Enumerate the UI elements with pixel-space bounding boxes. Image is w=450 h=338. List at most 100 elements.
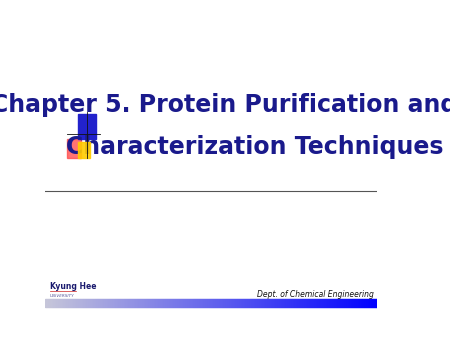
Bar [102,299,103,307]
Bar [68,299,69,307]
Bar [311,299,312,307]
Bar [83,299,84,307]
Bar [143,299,144,307]
Bar [110,299,111,307]
Bar [256,299,257,307]
Bar [124,299,125,307]
Bar [156,299,157,307]
Bar [74,299,75,307]
Bar [259,299,260,307]
Bar [372,299,373,307]
Bar [158,299,159,307]
Bar [108,299,109,307]
Bar [91,299,92,307]
Bar [221,299,222,307]
Bar [118,299,119,307]
Bar [94,299,95,307]
Bar [109,299,110,307]
Bar [267,299,268,307]
Bar [60,299,61,307]
Bar [330,299,331,307]
Bar [148,299,149,307]
Bar [106,299,107,307]
Bar [92,299,93,307]
Bar [105,299,106,307]
Bar [133,299,134,307]
Bar [113,299,114,307]
Bar [305,299,306,307]
Bar [248,299,249,307]
Bar [206,299,207,307]
Bar [362,299,363,307]
Bar [220,299,221,307]
Bar [229,299,230,307]
Bar [137,299,138,307]
Bar [275,299,276,307]
Bar [61,299,62,307]
Bar [76,299,77,307]
Bar [187,299,188,307]
Bar [136,299,137,307]
Bar [152,299,153,307]
Bar [238,299,239,307]
Bar [299,299,300,307]
Bar [135,299,136,307]
Bar [86,299,87,307]
Bar [344,299,345,307]
Bar [334,299,335,307]
Bar [165,299,166,307]
Bar [78,142,90,158]
Bar [63,299,64,307]
Bar [304,299,305,307]
Bar [302,299,303,307]
Bar [263,299,264,307]
Bar [338,299,339,307]
Bar [219,299,220,307]
Bar [149,299,150,307]
Text: Chapter 5. Protein Purification and: Chapter 5. Protein Purification and [0,93,450,117]
Bar [65,299,66,307]
Bar [340,299,341,307]
Bar [122,299,123,307]
Bar [356,299,357,307]
Bar [233,299,234,307]
Bar [184,299,185,307]
Bar [308,299,309,307]
Bar [145,299,146,307]
Bar [161,299,162,307]
Bar [71,299,72,307]
Bar [301,299,302,307]
Bar [46,299,47,307]
Bar [159,299,160,307]
Bar [250,299,251,307]
Bar [125,299,126,307]
Bar [303,299,304,307]
Bar [204,299,205,307]
Bar [312,299,313,307]
Bar [140,299,141,307]
Bar [138,299,139,307]
Bar [333,299,334,307]
Bar [323,299,324,307]
Bar [96,299,97,307]
Bar [52,299,53,307]
Bar [75,299,76,307]
Bar [99,299,100,307]
Bar [164,299,165,307]
Bar [289,299,290,307]
Bar [364,299,365,307]
Bar [93,299,94,307]
Bar [80,299,81,307]
Bar [51,299,52,307]
Bar [247,299,248,307]
Bar [116,299,117,307]
Bar [163,299,164,307]
Bar [235,299,236,307]
Bar [154,299,155,307]
Bar [272,299,273,307]
Bar [188,299,189,307]
Bar [243,299,244,307]
Bar [336,299,337,307]
Bar [354,299,355,307]
Bar [222,299,223,307]
